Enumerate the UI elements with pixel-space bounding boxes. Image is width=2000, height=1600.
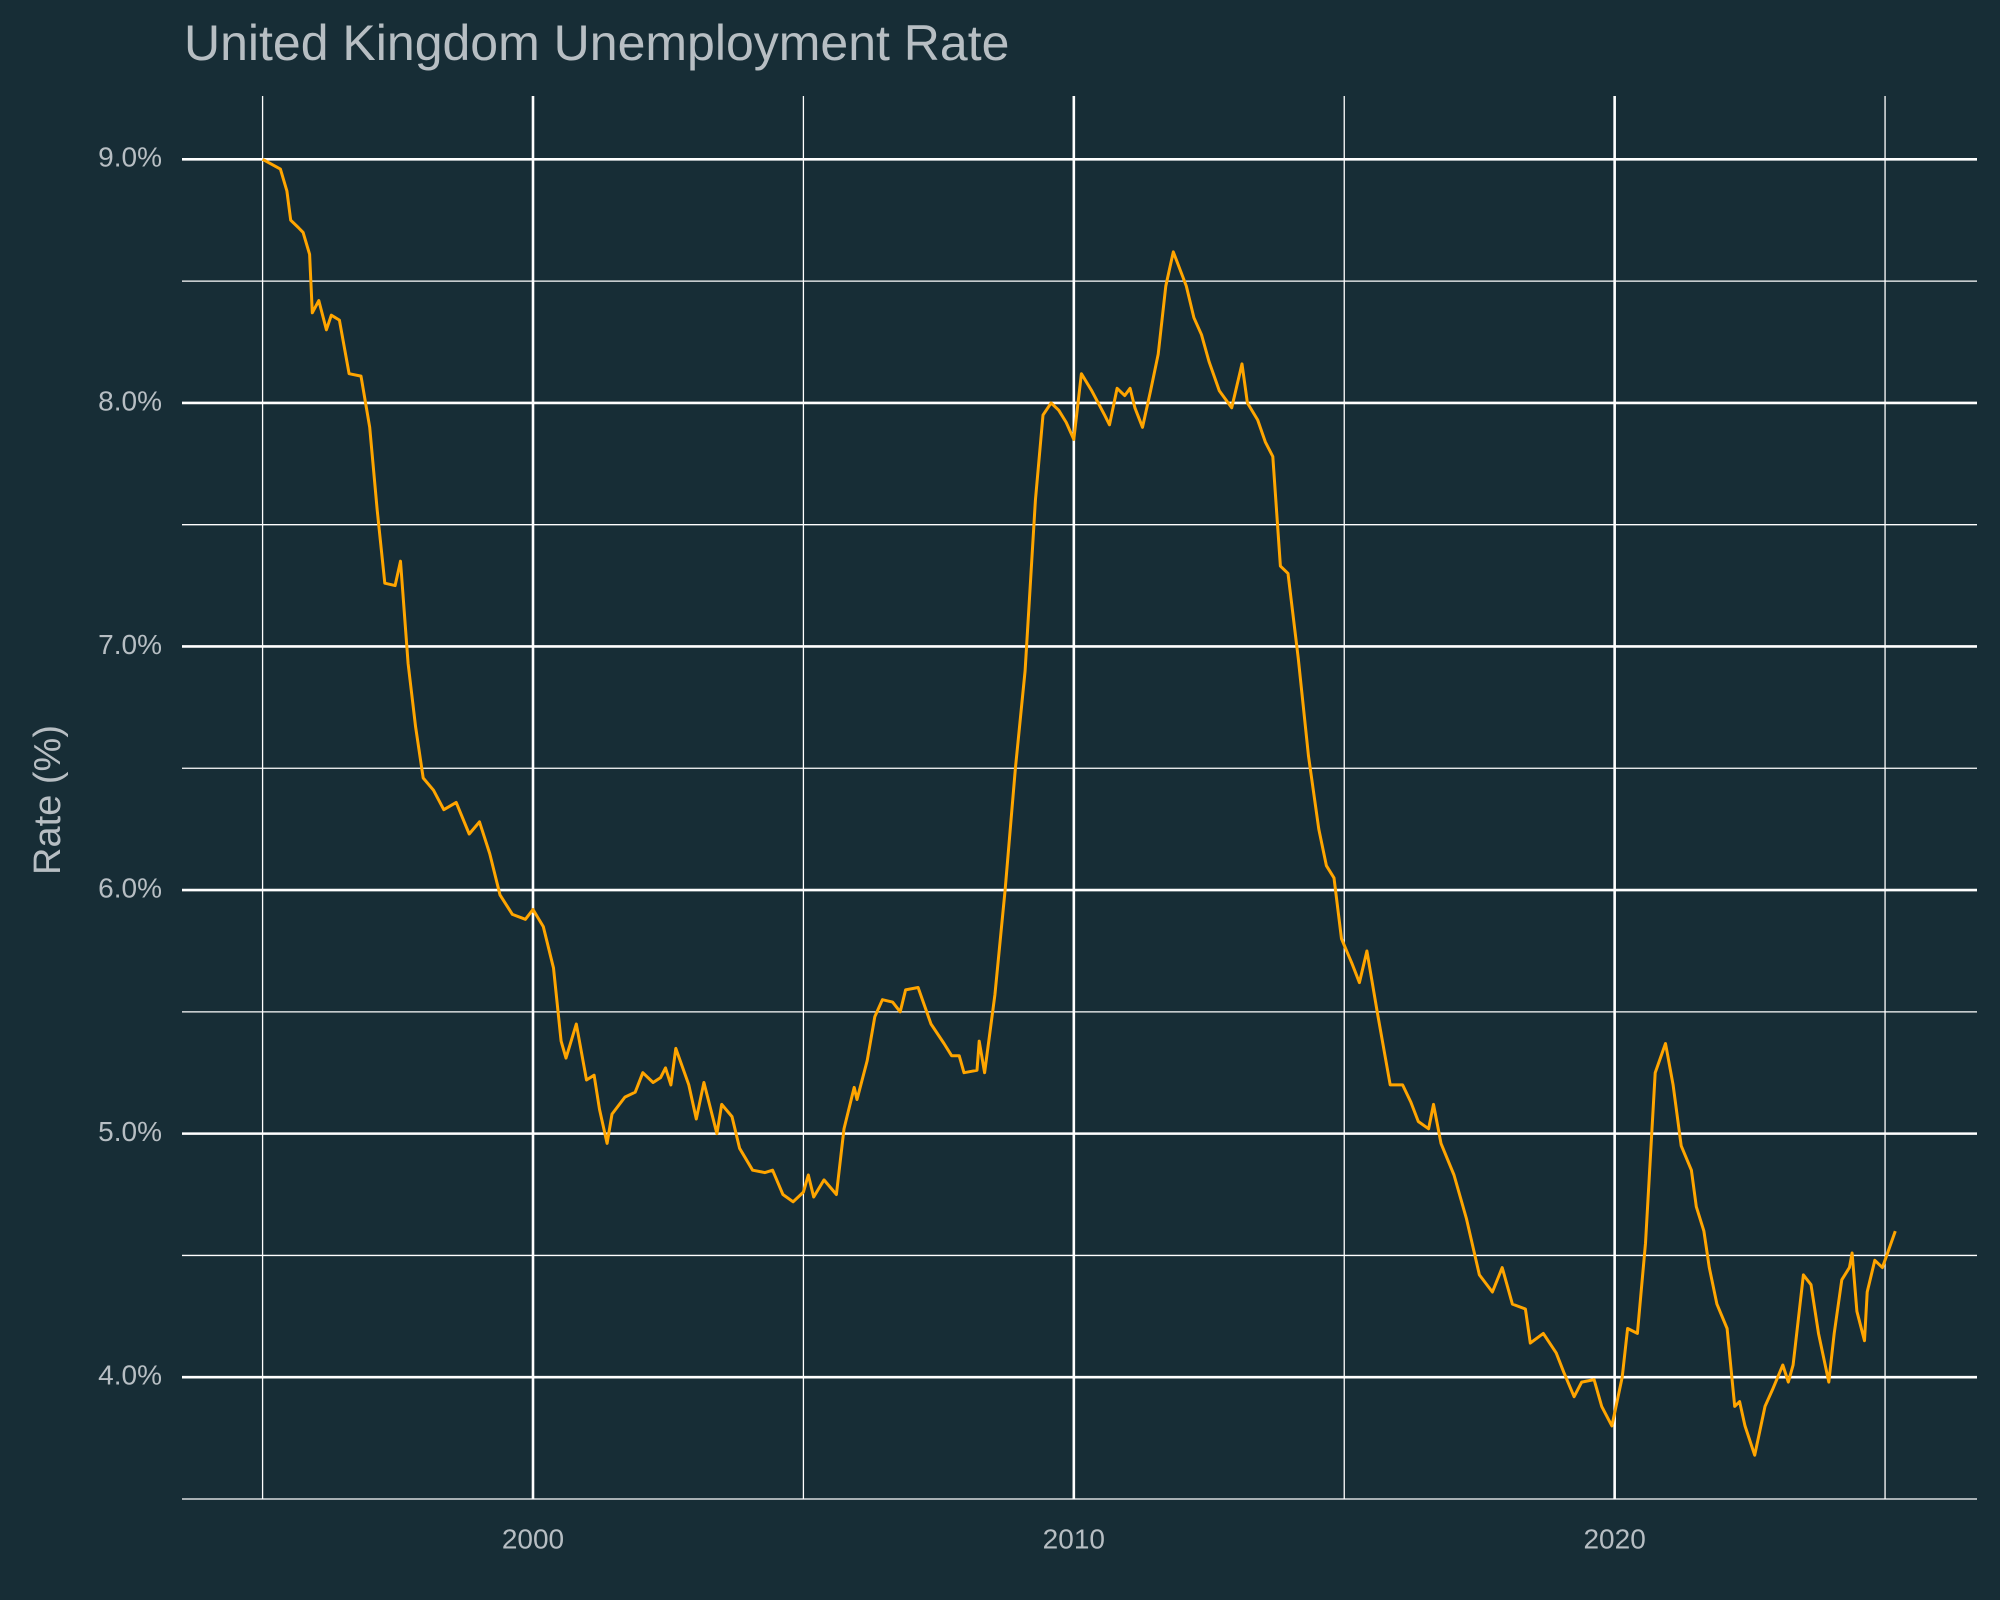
x-tick-label: 2000: [502, 1523, 564, 1554]
data-line: [261, 157, 1897, 1457]
y-tick-label: 8.0%: [98, 385, 162, 416]
y-tick-label: 7.0%: [98, 629, 162, 660]
y-tick-label: 6.0%: [98, 872, 162, 903]
x-tick-label: 2010: [1043, 1523, 1105, 1554]
x-tick-label: 2020: [1583, 1523, 1645, 1554]
y-tick-label: 4.0%: [98, 1360, 162, 1391]
y-tick-label: 9.0%: [98, 142, 162, 173]
y-tick-label: 5.0%: [98, 1116, 162, 1147]
chart-title: United Kingdom Unemployment Rate: [184, 15, 1009, 71]
y-axis-title: Rate (%): [27, 725, 69, 875]
